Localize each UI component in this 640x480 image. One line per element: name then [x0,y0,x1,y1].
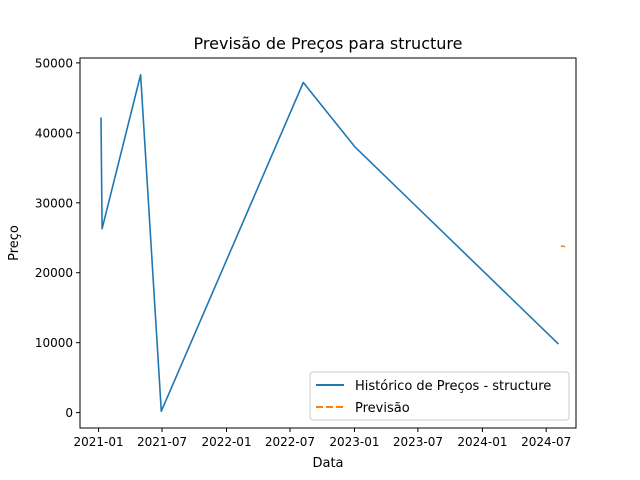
y-axis: 0 10000 20000 30000 40000 50000 [35,56,80,420]
y-tick-label: 10000 [35,336,73,350]
y-tick-label: 20000 [35,266,73,280]
y-tick-label: 50000 [35,56,73,70]
x-tick-label: 2024-01 [457,435,507,449]
legend-box [309,371,570,421]
y-tick-label: 0 [65,406,73,420]
legend-label-previsao: Previsão [355,401,410,416]
series-layer [100,74,566,413]
x-tick-label: 2022-01 [201,435,251,449]
y-tick-label: 30000 [35,196,73,210]
plot-frame [79,57,577,429]
x-tick-label: 2023-07 [393,435,443,449]
series-line-historico [100,74,560,413]
x-tick-label: 2024-07 [521,435,571,449]
x-tick-label: 2021-01 [74,435,124,449]
legend-label-historico: Histórico de Preços - structure [355,379,551,394]
y-axis-label: Preço [7,225,22,261]
x-tick-label: 2022-07 [265,435,315,449]
legend: Histórico de Preços - structure Previsão [309,371,570,421]
y-tick-label: 40000 [35,126,73,140]
x-axis: 2021-01 2021-07 2022-01 2022-07 2023-01 2023-… [74,428,571,449]
chart-title: Previsão de Preços para structure [194,34,463,53]
x-tick-label: 2023-01 [329,435,379,449]
x-axis-label: Data [312,456,343,471]
x-tick-label: 2021-07 [137,435,187,449]
